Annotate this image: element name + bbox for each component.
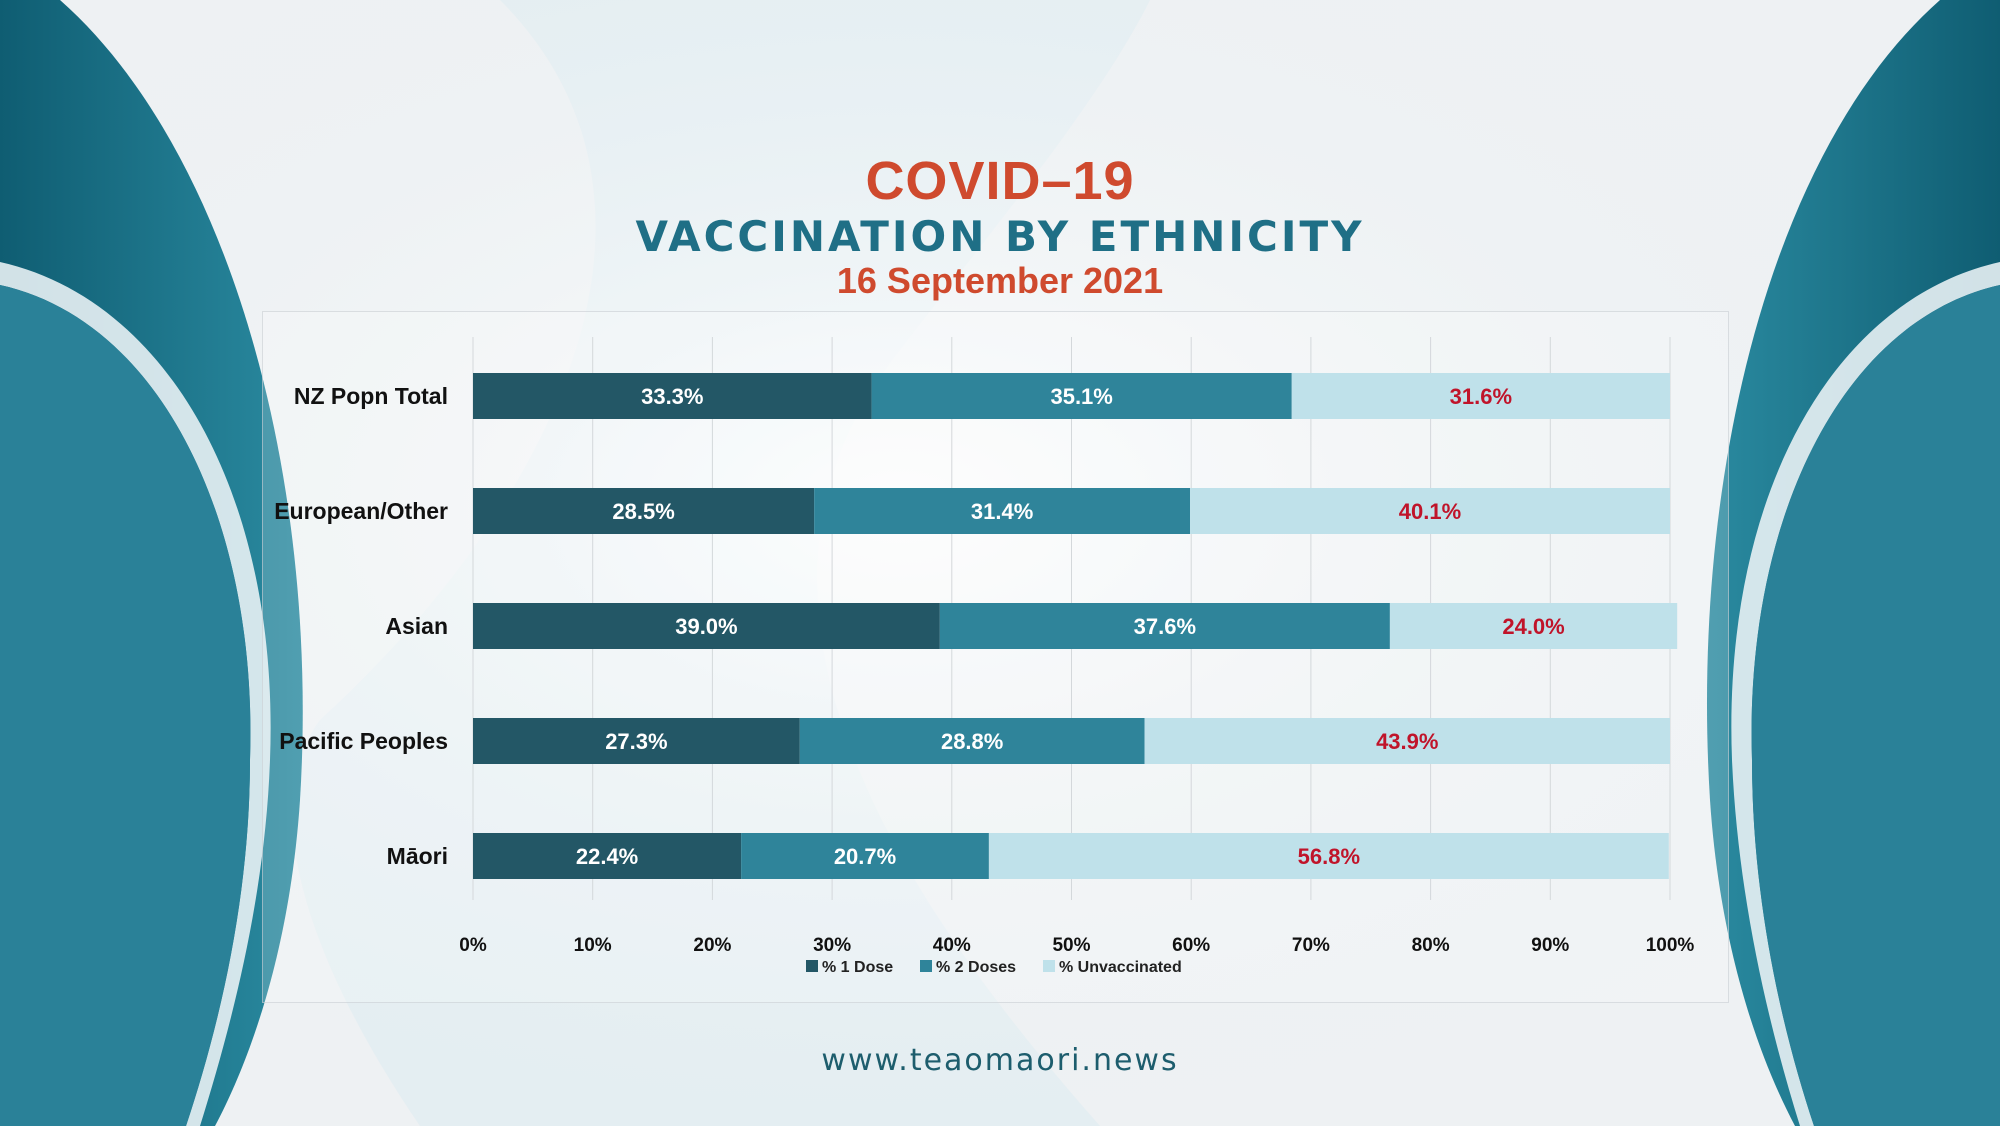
category-label: Asian bbox=[385, 613, 448, 639]
data-label: 31.6% bbox=[1450, 384, 1512, 409]
left-arc-decoration bbox=[0, 0, 303, 1126]
right-arc-decoration bbox=[1706, 0, 2000, 1126]
data-label: 22.4% bbox=[576, 844, 638, 869]
data-label: 28.5% bbox=[612, 499, 674, 524]
bar-segment bbox=[741, 833, 989, 879]
data-label: 27.3% bbox=[605, 729, 667, 754]
bar-segment bbox=[473, 603, 940, 649]
x-tick-label: 20% bbox=[693, 935, 731, 956]
footer-url[interactable]: www.teaomaori.news bbox=[821, 1043, 1179, 1078]
bar-segment bbox=[814, 488, 1191, 534]
x-tick-label: 0% bbox=[459, 935, 487, 956]
data-label: 24.0% bbox=[1502, 614, 1564, 639]
x-tick-label: 90% bbox=[1531, 935, 1569, 956]
data-label: 31.4% bbox=[971, 499, 1033, 524]
legend-swatch bbox=[806, 960, 818, 972]
bar-segment bbox=[1190, 488, 1670, 534]
bar-segment bbox=[871, 373, 1292, 419]
x-tick-label: 40% bbox=[933, 935, 971, 956]
bar-segment bbox=[1144, 718, 1670, 764]
data-label: 33.3% bbox=[641, 384, 703, 409]
data-label: 37.6% bbox=[1134, 614, 1196, 639]
legend-swatch bbox=[920, 960, 932, 972]
legend-swatch bbox=[1043, 960, 1055, 972]
bar-segment bbox=[473, 833, 742, 879]
legend-label: % 2 Doses bbox=[936, 959, 1016, 976]
x-tick-label: 70% bbox=[1292, 935, 1330, 956]
chart-panel bbox=[262, 311, 1729, 1003]
chart-date: 16 September 2021 bbox=[836, 260, 1164, 301]
data-label: 43.9% bbox=[1376, 729, 1438, 754]
x-tick-label: 100% bbox=[1646, 935, 1695, 956]
category-label: European/Other bbox=[274, 498, 448, 524]
bar-segment bbox=[473, 718, 800, 764]
bar-segment bbox=[799, 718, 1145, 764]
bar-segment bbox=[939, 603, 1390, 649]
data-label: 40.1% bbox=[1399, 499, 1461, 524]
x-tick-label: 80% bbox=[1412, 935, 1450, 956]
bar-segment bbox=[473, 373, 872, 419]
data-label: 28.8% bbox=[941, 729, 1003, 754]
category-label: Pacific Peoples bbox=[279, 728, 448, 754]
x-tick-label: 50% bbox=[1052, 935, 1090, 956]
data-label: 20.7% bbox=[834, 844, 896, 869]
bar-segment bbox=[988, 833, 1669, 879]
chart-title: COVID–19 bbox=[865, 151, 1135, 211]
category-label: Māori bbox=[387, 843, 448, 869]
x-tick-label: 60% bbox=[1172, 935, 1210, 956]
x-tick-label: 30% bbox=[813, 935, 851, 956]
bar-segment bbox=[1389, 603, 1678, 649]
legend-label: % Unvaccinated bbox=[1059, 959, 1182, 976]
data-label: 39.0% bbox=[675, 614, 737, 639]
category-label: NZ Popn Total bbox=[294, 383, 448, 409]
x-tick-label: 10% bbox=[574, 935, 612, 956]
bar-segment bbox=[1291, 373, 1670, 419]
bar-segment bbox=[473, 488, 815, 534]
legend-label: % 1 Dose bbox=[822, 959, 893, 976]
chart-subtitle: VACCINATION BY ETHNICITY bbox=[635, 212, 1365, 261]
data-label: 35.1% bbox=[1050, 384, 1112, 409]
data-label: 56.8% bbox=[1298, 844, 1360, 869]
